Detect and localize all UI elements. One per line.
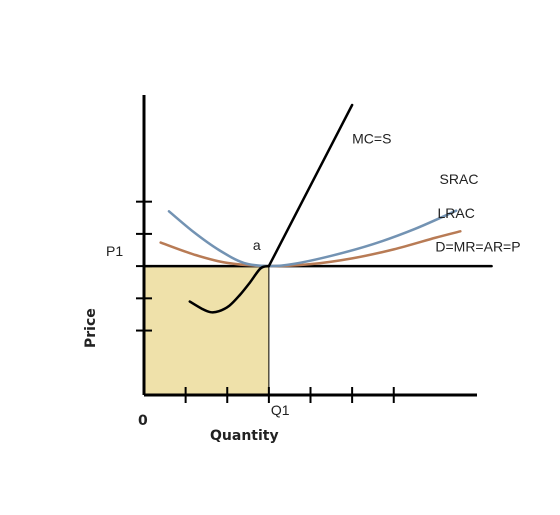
srac-curve <box>167 209 458 268</box>
y-tick-label-0: P1 <box>106 243 123 259</box>
series-layer <box>142 103 493 314</box>
axes-layer <box>136 95 477 403</box>
shaded-area-layer <box>144 266 270 395</box>
x-tick-label-0: Q1 <box>271 402 290 418</box>
equilibrium-point-label: a <box>253 237 261 253</box>
y-axis-label: Price <box>83 308 99 348</box>
label-layer: Quantity Price 0 a Q1 P1 MC=S SRAC LRAC D=MR=… <box>83 131 521 444</box>
series-label-1: SRAC <box>440 171 479 187</box>
shaded-revenue-area <box>144 266 269 395</box>
lrac-curve <box>159 230 462 268</box>
avc-curve <box>188 264 271 314</box>
series-label-2: LRAC <box>437 205 474 221</box>
mc-curve <box>267 103 354 268</box>
origin-label: 0 <box>138 413 148 429</box>
series-label-0: MC=S <box>352 131 391 147</box>
x-axis-label: Quantity <box>210 428 279 444</box>
series-label-3: D=MR=AR=P <box>435 239 520 255</box>
